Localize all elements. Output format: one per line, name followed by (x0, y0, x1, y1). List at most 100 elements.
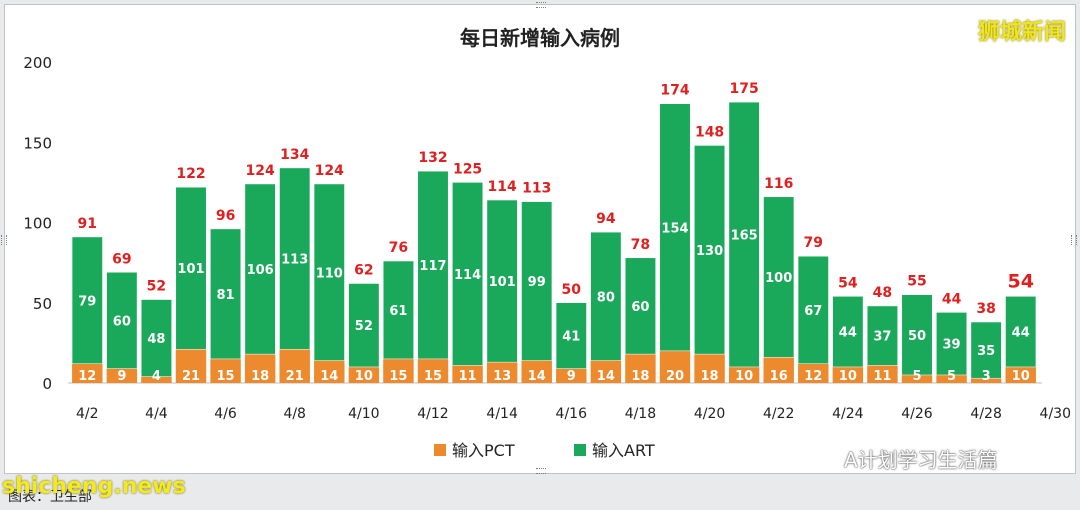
art-data-label: 61 (389, 304, 407, 319)
bar-pct (175, 349, 207, 383)
x-tick-label: 4/30 (1040, 406, 1071, 422)
x-tick-label: 4/2 (76, 406, 99, 422)
x-tick-label: 4/6 (214, 406, 237, 422)
art-data-label: 60 (631, 300, 649, 315)
bar-art (417, 170, 449, 360)
pct-data-label: 18 (251, 369, 269, 384)
art-data-label: 37 (873, 330, 891, 345)
legend-swatch (574, 444, 586, 456)
total-data-label: 54 (838, 275, 858, 291)
total-data-label: 55 (907, 274, 926, 290)
bar-pct (798, 363, 829, 383)
art-data-label: 130 (696, 244, 723, 259)
x-tick-label: 4/20 (694, 406, 725, 422)
pct-data-label: 18 (701, 369, 719, 384)
bar-pct (279, 349, 310, 383)
total-data-label: 78 (631, 237, 650, 253)
y-tick-label: 0 (42, 375, 52, 393)
site-watermark: shicheng.news (2, 474, 186, 499)
bar-pct (1005, 366, 1036, 383)
y-tick-label: 200 (23, 54, 52, 72)
bar-pct (625, 354, 656, 383)
x-tick-label: 4/26 (901, 406, 933, 422)
art-data-label: 80 (597, 290, 615, 305)
art-data-label: 101 (489, 275, 516, 290)
bar-art (728, 101, 760, 368)
pct-data-label: 11 (873, 369, 891, 384)
bar-pct (417, 358, 449, 383)
bar-pct (141, 376, 172, 383)
bar-pct (970, 378, 1002, 383)
art-data-label: 106 (247, 263, 274, 278)
x-tick-label: 4/8 (283, 406, 306, 422)
pct-data-label: 21 (182, 369, 200, 384)
bar-art (140, 299, 172, 377)
total-data-label: 134 (280, 147, 309, 163)
total-data-label: 122 (176, 166, 205, 182)
art-data-label: 79 (78, 294, 96, 309)
x-tick-label: 4/22 (763, 406, 794, 422)
art-data-label: 114 (454, 268, 481, 283)
total-data-label: 132 (418, 150, 447, 166)
bar-art (279, 167, 311, 350)
art-data-label: 101 (177, 262, 204, 277)
pct-data-label: 14 (597, 369, 615, 384)
chart-title: 每日新增输入病例 (460, 26, 620, 50)
art-data-label: 41 (562, 330, 580, 345)
bar-art (486, 199, 518, 363)
bar-pct (590, 360, 622, 383)
total-data-label: 116 (764, 176, 793, 192)
total-data-label: 175 (730, 81, 759, 97)
legend-label: 输入ART (592, 441, 655, 460)
bar-pct (867, 365, 898, 383)
pct-data-label: 14 (320, 369, 338, 384)
pct-data-label: 12 (78, 369, 96, 384)
y-tick-label: 100 (23, 215, 52, 233)
x-tick-label: 4/24 (832, 406, 864, 422)
art-data-label: 81 (217, 288, 235, 303)
art-data-label: 60 (113, 314, 131, 329)
x-tick-label: 4/12 (417, 406, 448, 422)
total-data-label: 54 (1007, 270, 1033, 292)
wechat-account-watermark: A计划学习生活篇 (812, 444, 998, 473)
bar-art (555, 302, 587, 369)
bar-art (210, 228, 242, 360)
art-data-label: 44 (1012, 326, 1030, 341)
total-data-label: 125 (453, 161, 482, 177)
x-tick-label: 4/14 (486, 406, 518, 422)
total-data-label: 69 (112, 251, 131, 267)
bar-art (175, 186, 207, 350)
bar-art (694, 145, 726, 355)
bar-art (452, 182, 484, 366)
art-data-label: 110 (316, 266, 343, 281)
bar-art (106, 272, 138, 369)
bar-pct (936, 374, 967, 383)
resize-handle-bottom[interactable] (536, 468, 546, 474)
pct-data-label: 15 (389, 369, 407, 384)
art-data-label: 100 (765, 271, 792, 286)
x-tick-label: 4/18 (625, 406, 656, 422)
resize-handle-left[interactable] (1, 235, 7, 245)
bar-pct (486, 362, 518, 383)
bar-art (970, 321, 1002, 379)
pct-data-label: 9 (567, 369, 576, 384)
resize-handle-right[interactable] (1071, 235, 1077, 245)
pct-data-label: 13 (493, 369, 511, 384)
bar-art (763, 196, 795, 358)
bar-art (659, 103, 691, 352)
x-tick-label: 4/28 (970, 406, 1001, 422)
bar-art (866, 305, 898, 366)
bar-pct (244, 354, 276, 383)
resize-handle-top[interactable] (536, 2, 546, 8)
total-data-label: 50 (562, 282, 582, 298)
bar-pct (694, 354, 725, 383)
bar-pct (452, 365, 483, 383)
art-data-label: 39 (943, 338, 961, 353)
total-data-label: 76 (389, 240, 408, 256)
bar-pct (763, 357, 794, 383)
bar-art (71, 236, 103, 364)
pct-data-label: 16 (770, 369, 788, 384)
pct-data-label: 18 (631, 369, 649, 384)
total-data-label: 114 (488, 179, 517, 195)
